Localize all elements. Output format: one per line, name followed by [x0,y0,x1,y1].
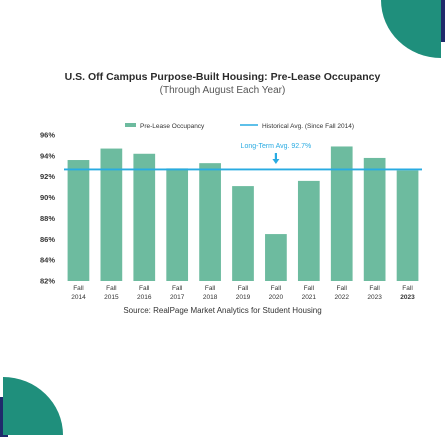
legend-label-pre-lease: Pre-Lease Occupancy [140,123,205,130]
average-line: Long-Term Avg. 92.7% [64,143,422,171]
x-tick-label-line1: Fall [106,285,117,292]
x-tick-label-line1: Fall [238,285,249,292]
y-tick-label: 82% [40,277,55,286]
x-tick-label-line2: 2018 [203,294,218,301]
x-tick-label-line1: Fall [369,285,380,292]
bar [265,234,287,281]
chart-legend: Pre-Lease Occupancy Historical Avg. (Sin… [125,123,354,130]
y-tick-label: 92% [40,172,55,181]
x-tick-label-line2: 2022 [334,294,349,301]
bar [133,153,156,281]
chart-source: Source: RealPage Market Analytics for St… [123,306,322,315]
bar [166,168,189,281]
chart-subtitle: (Through August Each Year) [159,85,286,96]
bar [363,157,386,281]
legend-swatch-pre-lease [125,123,136,127]
bar-chart: Pre-Lease Occupancy Historical Avg. (Sin… [40,123,422,301]
chart-title: U.S. Off Campus Purpose-Built Housing: P… [64,71,381,83]
y-axis: 82% 84% 86% 88% 90% 92% 94% 96% [40,131,55,286]
top-right-corner-decoration [381,0,445,58]
y-tick-label: 96% [40,131,55,140]
x-tick-label-line1: Fall [271,285,282,292]
x-tick-label-line1: Fall [73,285,84,292]
x-tick-label-line2: 2016 [137,294,152,301]
x-tick-label-line1: Fall [205,285,216,292]
corner-teal-quarter-circle [381,0,441,58]
y-tick-label: 86% [40,235,55,244]
bar [199,163,221,281]
bar [330,146,353,281]
x-tick-label-line2: 2021 [302,294,317,301]
x-tick-label-line2: 2015 [104,294,119,301]
bar [67,160,90,281]
x-tick-label-line2: 2019 [236,294,251,301]
bar [297,180,320,281]
x-tick-label-line1: Fall [336,285,347,292]
x-axis: Fall 2014 Fall 2015 Fall 2016 Fall 2017 Fall 2018… [71,285,415,301]
legend-label-historical-avg: Historical Avg. (Since Fall 2014) [262,123,354,130]
x-tick-label-line2: 2020 [269,294,284,301]
corner-teal-quarter-circle [3,377,63,435]
x-tick-label-line1: Fall [139,285,150,292]
y-tick-label: 94% [40,151,55,160]
x-tick-label-line2: 2014 [71,294,86,301]
x-tick-label-line1: Fall [172,285,183,292]
y-tick-label: 84% [40,256,55,265]
average-annotation: Long-Term Avg. 92.7% [241,143,312,150]
bars [67,146,419,281]
x-tick-label-line1: Fall [402,285,413,292]
x-tick-label-line1: Fall [304,285,315,292]
bar [232,186,254,281]
bar [396,170,419,281]
y-tick-label: 88% [40,214,55,223]
bottom-left-corner-decoration [0,377,63,437]
y-tick-label: 90% [40,193,55,202]
x-tick-label-line2: 2023 [367,294,382,301]
x-tick-label-line2: 2023 [400,294,415,301]
x-tick-label-line2: 2017 [170,294,185,301]
bar [100,148,123,281]
annotation-arrow-head [272,159,280,164]
